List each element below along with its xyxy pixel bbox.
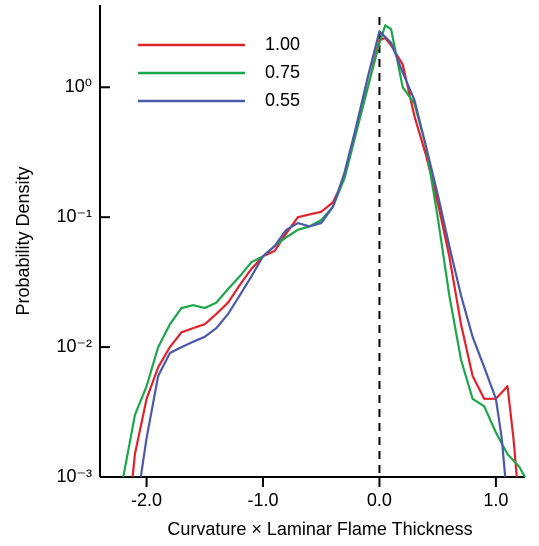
- series-line: [139, 30, 507, 478]
- legend-label: 0.75: [265, 62, 300, 82]
- legend-label: 1.00: [265, 34, 300, 54]
- y-axis-label: Probability Density: [13, 166, 33, 315]
- legend-label: 0.55: [265, 90, 300, 110]
- x-tick-label: -1.0: [247, 490, 278, 510]
- x-tick-label: -2.0: [131, 490, 162, 510]
- series-line: [131, 36, 518, 478]
- y-tick-label: 10⁻³: [56, 466, 92, 486]
- y-tick-label: 10⁻²: [56, 336, 92, 356]
- x-tick-label: 1.0: [483, 490, 508, 510]
- x-axis-label: Curvature × Laminar Flame Thickness: [167, 519, 472, 539]
- x-tick-label: 0.0: [367, 490, 392, 510]
- y-tick-label: 10⁻¹: [56, 206, 92, 226]
- y-tick-label: 10⁰: [65, 76, 92, 96]
- series-line: [122, 24, 526, 478]
